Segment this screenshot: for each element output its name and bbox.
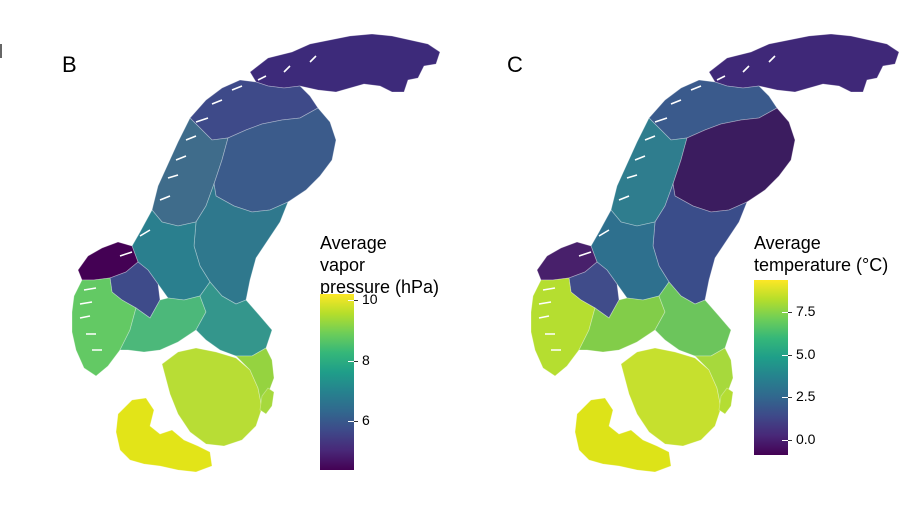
colorbar-tick-mark (782, 397, 788, 399)
colorbar-tick-label: 8 (362, 351, 370, 368)
region-south-sweden (161, 347, 263, 447)
colorbar-tick-outer (788, 354, 792, 356)
colorbar-tick-mark (782, 312, 788, 314)
region-south-sweden (620, 347, 722, 447)
colorbar-tick-outer (788, 312, 792, 314)
colorbar-tick-label: 0.0 (796, 430, 816, 447)
legend-title-line: vapor (320, 255, 366, 275)
panel-letter: C (507, 52, 523, 77)
panel-temperature: C Average temperature (°C) 7.5 5.0 2.5 0.0 (459, 0, 918, 517)
panel-vapor-pressure: B Average vapor pressure (hPa) 10 8 6 (62, 33, 441, 473)
region-finnmark (249, 33, 441, 93)
region-denmark (115, 397, 213, 473)
colorbar-tick-mark (348, 360, 354, 362)
colorbar-tick-label: 10 (362, 291, 378, 308)
region-finnmark (708, 33, 900, 93)
colorbar-tick-mark (348, 421, 354, 423)
scandinavia-map (530, 33, 900, 473)
colorbar-tick-label: 6 (362, 412, 370, 429)
legend-title-line: Average (754, 233, 821, 253)
colorbar-tick-outer (354, 421, 358, 423)
colorbar-tick-outer (354, 360, 358, 362)
colorbar (320, 294, 354, 470)
scandinavia-map (71, 33, 441, 473)
legend-title-line: Average (320, 233, 387, 253)
region-gotland (718, 387, 734, 415)
legend-title-line: temperature (°C) (754, 255, 889, 275)
coastline-fjords (79, 55, 317, 351)
colorbar-tick-mark (348, 300, 354, 302)
legend-title: Average temperature (°C) (754, 232, 888, 276)
colorbar-tick-mark (782, 354, 788, 356)
map-regions (71, 33, 441, 473)
colorbar-tick-label: 2.5 (796, 388, 816, 405)
colorbar-tick-label: 5.0 (796, 345, 816, 362)
map-regions (530, 33, 900, 473)
region-denmark (574, 397, 672, 473)
colorbar-tick-outer (354, 300, 358, 302)
legend-title: Average vapor pressure (hPa) (320, 232, 439, 298)
region-gotland (259, 387, 275, 415)
colorbar-tick-outer (788, 397, 792, 399)
colorbar-tick-outer (788, 439, 792, 441)
legend-title-line: pressure (hPa) (320, 277, 440, 297)
stray-edge-mark (0, 44, 2, 58)
coastline-fjords (538, 55, 776, 351)
colorbar (754, 280, 788, 455)
colorbar-tick-label: 7.5 (796, 303, 816, 320)
panel-letter: B (62, 52, 77, 77)
colorbar-tick-mark (782, 439, 788, 441)
